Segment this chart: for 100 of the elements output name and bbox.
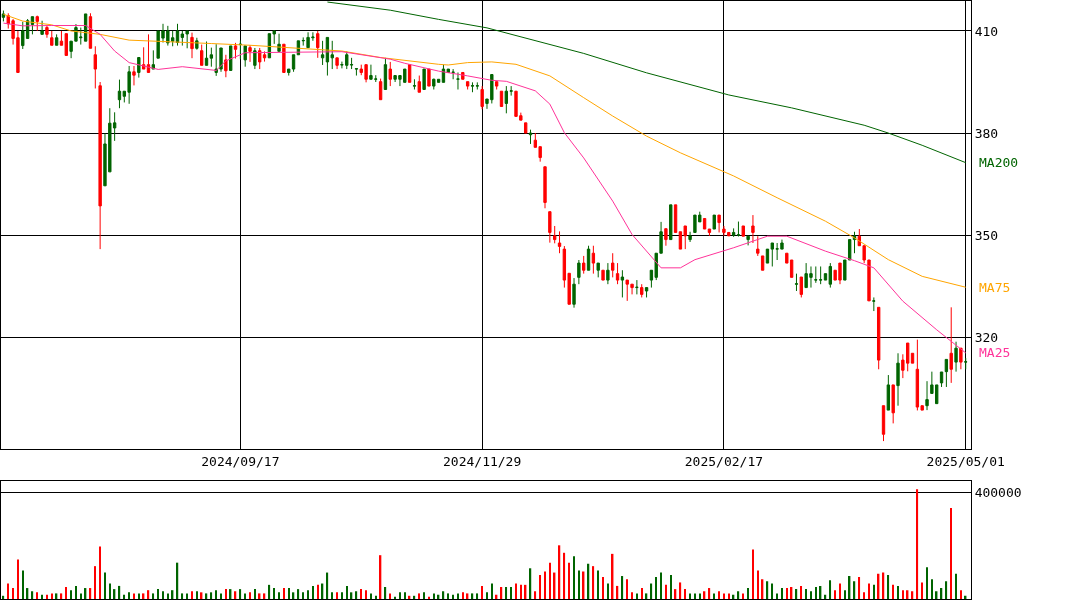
candlestick [456,71,460,90]
bar [278,592,280,599]
candlestick [349,57,354,70]
bar [549,562,551,599]
candlestick [553,225,557,244]
bar [225,589,227,599]
bar [89,588,92,599]
line-series [326,1,967,164]
bar [911,591,914,599]
candlestick [959,347,963,370]
bar [215,590,217,599]
bar [486,592,488,599]
candlestick [432,78,436,90]
candlestick [253,47,257,70]
candlestick [886,374,891,411]
bar [529,568,532,599]
candlestick [185,30,189,49]
bar [418,593,421,599]
bar [602,577,604,599]
bar [510,586,512,599]
bar [186,593,188,599]
candlestick [504,85,509,114]
candlestick [712,214,716,230]
candlestick [465,81,470,90]
candlestick [132,65,136,86]
candlestick [577,259,581,285]
candlestick [137,57,141,79]
bar [133,593,135,599]
bar [283,588,285,599]
candlestick [209,47,214,68]
bar [699,593,701,599]
bar [152,593,155,599]
bar [94,566,97,599]
bar [694,593,696,599]
bar [404,592,406,599]
candlestick [688,231,692,243]
bar [147,590,150,599]
candlestick [98,81,102,250]
bar [931,579,933,599]
bar [433,593,435,599]
bar [191,591,193,599]
bar [273,588,275,599]
bar [795,589,798,599]
bar [650,583,653,599]
bar [312,585,314,599]
bar [331,592,333,599]
bar [12,588,14,599]
candlestick [891,384,895,424]
candlestick [248,44,252,63]
candlestick [794,273,799,292]
bar [263,593,266,599]
bar [655,577,657,599]
candlestick [683,225,687,250]
bar [636,593,638,599]
bar [800,585,803,599]
bar [481,585,483,599]
candlestick [751,214,755,244]
x-tick-label: 2024/09/17 [201,453,280,469]
bar [142,593,145,599]
bar [568,562,570,599]
bar [7,583,9,599]
candlestick [93,45,97,89]
bar [858,577,861,599]
bar [742,593,744,599]
candlestick [557,230,562,254]
bar [99,546,101,599]
candlestick [741,225,745,237]
bar [834,590,836,599]
x-tick-label: 2024/11/29 [443,453,522,469]
bar [181,593,184,599]
bar [916,489,919,599]
bar [394,596,396,599]
bar [660,572,662,599]
candlestick [21,21,25,50]
bar [167,593,169,599]
candlestick [746,235,750,246]
candlestick [673,204,678,233]
candlestick [876,306,881,370]
line-series [2,22,967,354]
bar [466,593,469,599]
candlestick [582,255,586,275]
bar [563,552,566,599]
bar [534,591,537,599]
candlestick [316,30,320,59]
bar [17,559,19,599]
bar [51,593,53,599]
y-tick-label: 320 [974,329,999,345]
bar [268,584,271,599]
bar [839,583,841,599]
bar [244,593,246,599]
candlestick [702,217,707,230]
y-tick-label: 400000 [974,484,1022,500]
bar [118,585,121,599]
bar [384,586,387,599]
bar [926,567,928,599]
candlestick [219,47,223,73]
bar [805,589,807,599]
bar [631,592,633,599]
bar [375,595,377,599]
x-tick-label: 2025/05/01 [926,453,1005,469]
